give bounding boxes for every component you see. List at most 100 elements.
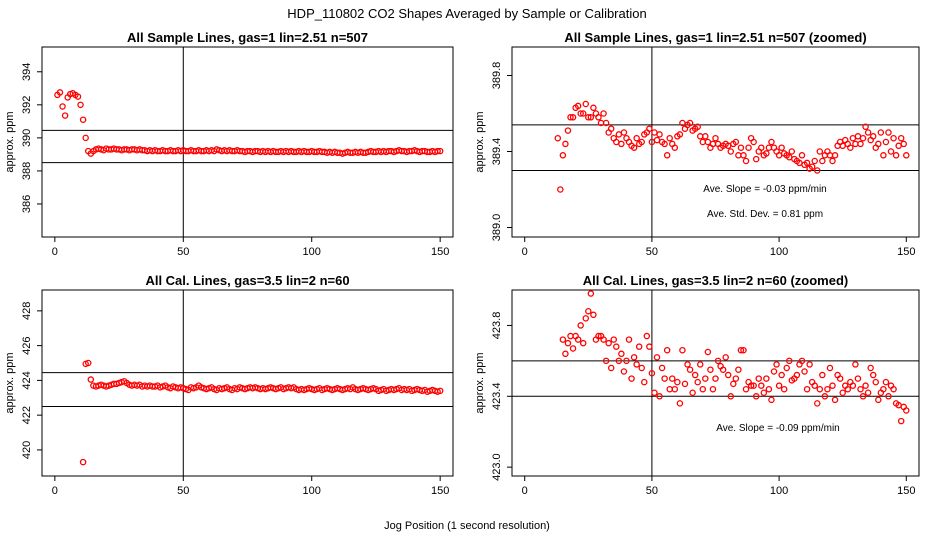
data-point bbox=[613, 343, 620, 350]
data-point bbox=[885, 129, 892, 136]
data-point bbox=[745, 144, 752, 151]
y-tick-label: 428 bbox=[21, 302, 33, 320]
data-point bbox=[569, 345, 577, 352]
data-point bbox=[56, 89, 64, 96]
plot-frame bbox=[511, 46, 920, 238]
data-point bbox=[903, 152, 910, 159]
data-point bbox=[824, 385, 831, 393]
y-tick-label: 392 bbox=[21, 96, 33, 114]
data-point bbox=[602, 119, 610, 127]
data-point bbox=[623, 357, 630, 365]
plot-frame bbox=[511, 289, 920, 477]
data-point bbox=[590, 104, 597, 112]
data-point bbox=[434, 147, 441, 155]
data-point bbox=[686, 119, 694, 127]
chart-panel-3: All Cal. Lines, gas=3.5 lin=2 n=60 0 50 100… bbox=[4, 273, 454, 497]
data-point bbox=[712, 134, 719, 142]
data-series bbox=[54, 89, 444, 157]
data-point bbox=[661, 375, 668, 382]
data-point bbox=[635, 343, 643, 350]
data-point bbox=[730, 380, 737, 388]
data-point bbox=[656, 131, 663, 138]
data-point bbox=[681, 380, 689, 388]
data-point bbox=[737, 144, 745, 151]
data-point bbox=[679, 346, 686, 354]
x-tick-label: 0 bbox=[52, 246, 58, 258]
x-tick-label: 150 bbox=[431, 246, 449, 258]
data-point bbox=[620, 129, 628, 136]
data-point bbox=[691, 371, 699, 379]
data-point bbox=[831, 152, 839, 159]
data-point bbox=[803, 159, 811, 167]
data-point bbox=[661, 140, 668, 148]
data-point bbox=[758, 382, 765, 389]
data-point bbox=[765, 385, 773, 393]
x-tick-label: 0 bbox=[522, 246, 528, 258]
data-point bbox=[857, 140, 864, 148]
data-point bbox=[714, 357, 722, 365]
data-point bbox=[887, 148, 895, 155]
x-tick-label: 100 bbox=[303, 246, 321, 258]
data-point bbox=[87, 376, 95, 383]
data-series bbox=[559, 290, 910, 425]
data-point bbox=[814, 167, 821, 174]
data-point bbox=[600, 110, 607, 117]
data-point bbox=[656, 393, 663, 400]
data-point bbox=[686, 366, 694, 373]
data-point bbox=[897, 134, 905, 142]
data-point bbox=[696, 361, 704, 368]
data-point bbox=[557, 186, 564, 193]
data-point bbox=[793, 371, 801, 379]
annotation-text: Ave. Slope = -0.03 ppm/min bbox=[703, 184, 827, 195]
data-point bbox=[74, 93, 82, 100]
data-point bbox=[768, 396, 775, 404]
data-point bbox=[780, 385, 788, 393]
data-point bbox=[84, 359, 92, 367]
data-point bbox=[564, 127, 572, 134]
data-point bbox=[707, 366, 714, 373]
data-point bbox=[890, 385, 897, 393]
data-point bbox=[758, 144, 765, 151]
x-tick-label: 100 bbox=[770, 485, 788, 497]
y-tick-label: 390 bbox=[21, 129, 33, 147]
data-point bbox=[829, 382, 836, 389]
data-point bbox=[854, 375, 862, 382]
data-point bbox=[630, 144, 638, 151]
x-tick-label: 0 bbox=[522, 485, 528, 497]
data-point bbox=[600, 336, 607, 343]
data-point bbox=[844, 385, 852, 393]
data-point bbox=[605, 339, 612, 347]
data-point bbox=[602, 357, 610, 365]
x-tick-label: 150 bbox=[897, 246, 915, 258]
data-point bbox=[579, 339, 587, 347]
data-point bbox=[773, 361, 780, 368]
data-point bbox=[554, 134, 562, 142]
data-point bbox=[742, 157, 750, 165]
x-tick-label: 150 bbox=[431, 485, 449, 497]
data-point bbox=[643, 332, 651, 340]
data-point bbox=[836, 375, 844, 382]
data-point bbox=[577, 322, 584, 329]
plot-frame bbox=[41, 46, 454, 238]
data-point bbox=[783, 364, 790, 372]
data-point bbox=[684, 361, 691, 368]
y-tick-label: 424 bbox=[21, 371, 33, 389]
x-tick-label: 150 bbox=[897, 485, 915, 497]
data-series bbox=[79, 359, 444, 466]
data-point bbox=[806, 361, 813, 368]
data-point bbox=[763, 150, 770, 157]
y-axis-label: approx. ppm bbox=[4, 352, 16, 413]
y-tick-label: 423.4 bbox=[491, 383, 503, 411]
figure-x-axis-label: Jog Position (1 second resolution) bbox=[384, 520, 550, 532]
x-tick-label: 50 bbox=[646, 485, 658, 497]
data-point bbox=[702, 133, 709, 140]
data-point bbox=[669, 375, 676, 382]
data-point bbox=[880, 152, 887, 159]
data-point bbox=[658, 364, 666, 372]
panel-title: All Cal. Lines, gas=3.5 lin=2 n=60 (zoom… bbox=[583, 273, 849, 288]
data-point bbox=[816, 385, 824, 393]
data-point bbox=[671, 144, 679, 151]
data-point bbox=[826, 364, 834, 372]
data-point bbox=[882, 138, 890, 146]
data-point bbox=[808, 163, 816, 170]
